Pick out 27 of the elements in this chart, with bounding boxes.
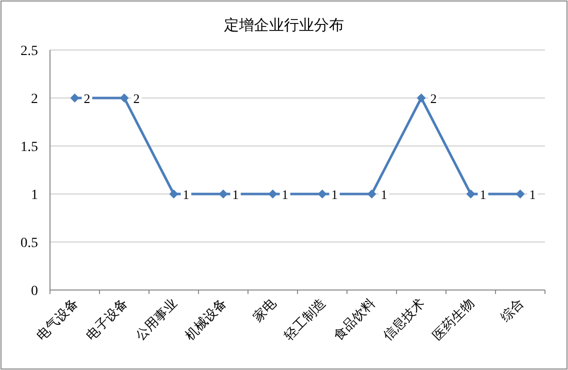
data-label: 1 [529,187,536,202]
data-label: 1 [480,187,486,202]
chart-title: 定增企业行业分布 [224,16,344,34]
x-tick-label: 综合 [498,296,528,326]
x-tick-label: 机械设备 [182,296,230,344]
data-label: 1 [282,187,288,202]
y-tick-label: 2 [31,92,38,107]
data-label: 1 [182,187,190,202]
y-tick-label: 1 [31,188,38,203]
data-label: 2 [84,91,90,106]
data-label: 1 [232,187,239,202]
x-tick-label: 医药生物 [430,296,478,344]
y-tick-label: 0 [31,284,38,299]
data-label: 1 [331,187,338,202]
y-tick-label: 2.5 [20,44,38,59]
y-tick-label: 0.5 [20,236,38,251]
x-tick-label: 轻工制造 [282,296,330,344]
x-tick-label: 公用事业 [133,296,181,344]
x-tick-label: 电气设备 [34,296,82,344]
x-tick-label: 家电 [250,296,280,326]
data-label: 2 [430,91,437,106]
x-tick-label: 信息技术 [380,296,428,344]
y-tick-label: 1.5 [20,140,38,155]
data-label: 1 [380,187,388,202]
data-label: 2 [133,91,140,106]
x-tick-label: 电子设备 [84,296,132,344]
x-tick-label: 食品饮料 [331,296,379,344]
